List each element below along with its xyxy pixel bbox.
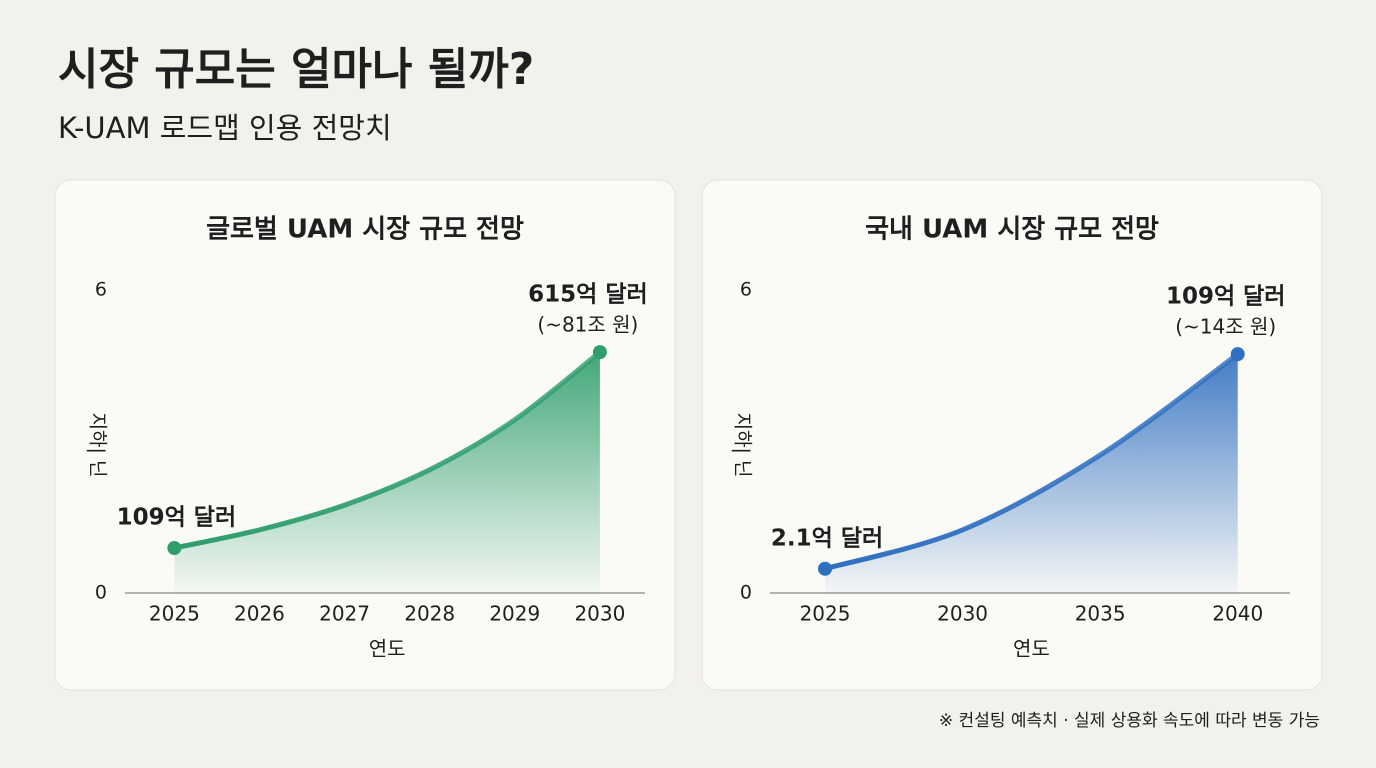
y-tick-label: 6 [740,279,752,301]
x-tick-label: 2030 [574,602,625,626]
point [167,541,182,556]
x-tick-label: 2026 [234,602,285,626]
x-tick-label: 2035 [1075,602,1126,626]
y-axis-label: 지하| 닌 [87,413,109,478]
line [171,349,603,551]
y-tick-label: 0 [95,582,107,604]
x-tick-label: 2029 [489,602,540,626]
annotation: 615억 달러 [528,282,648,308]
page-title: 시장 규모는 얼마나 될까? [58,44,534,95]
chart-title: 글로벌 UAM 시장 규모 전망 [206,215,524,245]
annotation-note: (~14조 원) [1175,315,1276,339]
x-tick-label: 2030 [937,602,988,626]
page-subtitle: K-UAM 로드맵 인용 전망치 [58,111,392,145]
y-tick-label: 0 [740,582,752,604]
area [825,354,1238,593]
footnote: ※ 컨설팅 예측치 · 실제 상용화 속도에 따라 변동 가능 [939,711,1320,731]
y-tick-label: 6 [95,279,107,301]
x-tick-label: 2025 [800,602,851,626]
y-axis-label: 지하| 닌 [732,413,754,478]
line [822,351,1241,572]
x-tick-label: 2040 [1212,602,1263,626]
annotation: 2.1억 달러 [771,525,883,551]
x-tick-label: 2028 [404,602,455,626]
x-axis-label: 연도 [369,637,406,661]
point [1230,347,1245,362]
chart-title: 국내 UAM 시장 규모 전망 [865,215,1159,245]
annotation-note: (~81조 원) [537,313,638,337]
x-axis-label: 연도 [1013,637,1050,661]
annotation: 109억 달러 [117,505,237,531]
area [174,352,600,593]
point [592,345,607,360]
x-tick-label: 2027 [319,602,370,626]
x-tick-label: 2025 [149,602,200,626]
annotation: 109억 달러 [1166,284,1286,310]
point [818,561,833,576]
